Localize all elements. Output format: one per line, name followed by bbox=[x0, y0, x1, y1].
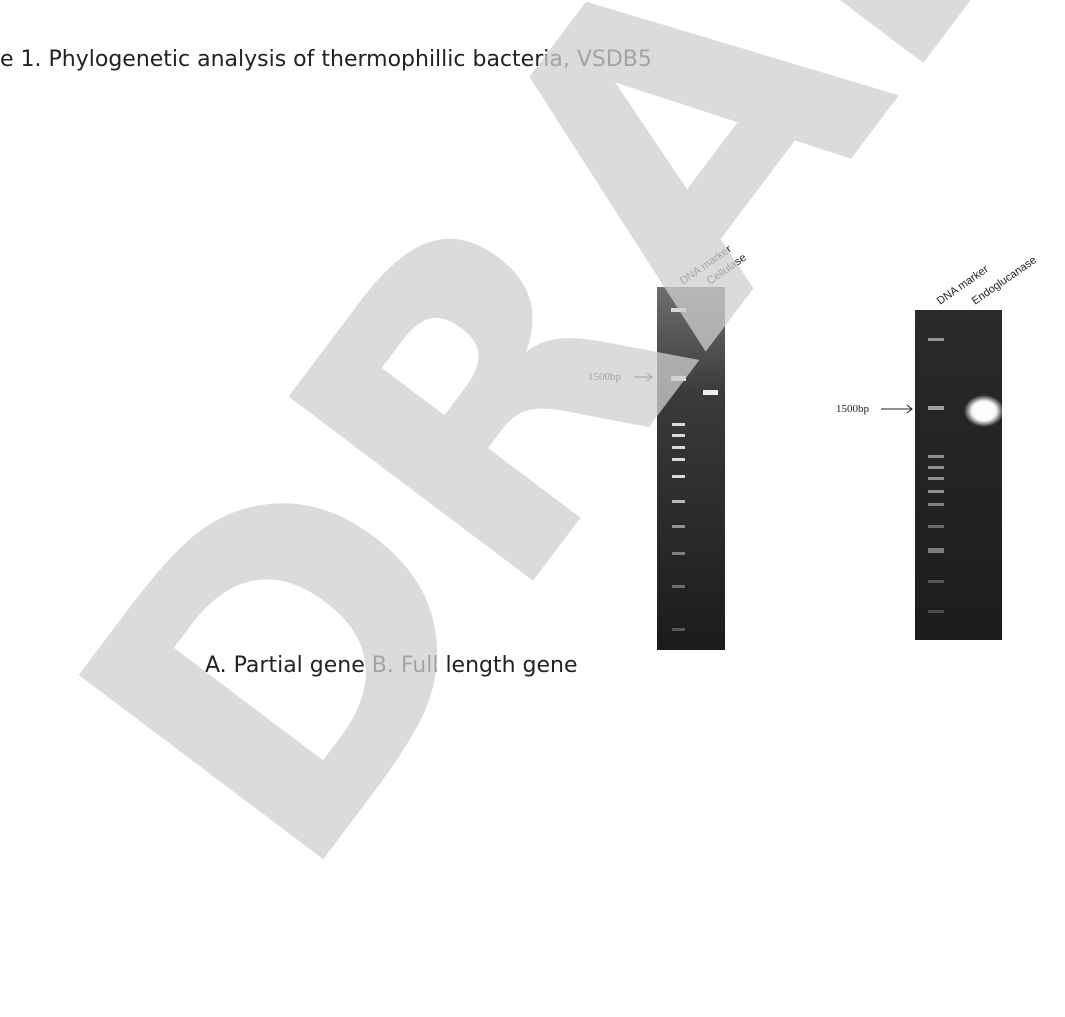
gel-b: DNA marker Endoglucanase 1500bp bbox=[836, 254, 1039, 640]
gel-band bbox=[928, 548, 944, 553]
gel-band bbox=[928, 338, 944, 341]
gel-band bbox=[928, 455, 944, 458]
lane-label: Endoglucanase bbox=[970, 254, 1039, 307]
gel-band bbox=[928, 477, 944, 480]
gel-band bbox=[928, 525, 944, 528]
gel-band bbox=[928, 490, 944, 493]
gel-band bbox=[928, 503, 944, 506]
gel-band bbox=[928, 580, 944, 583]
gel-band bbox=[672, 628, 685, 631]
gel-image bbox=[915, 310, 1002, 640]
gel-band bbox=[928, 610, 944, 613]
gel-band bbox=[928, 406, 944, 410]
sample-band bbox=[964, 395, 1004, 427]
document: e 1. Phylogenetic analysis of thermophil… bbox=[0, 0, 1065, 1017]
gel-band bbox=[672, 585, 685, 588]
page: e 1. Phylogenetic analysis of thermophil… bbox=[0, 0, 1065, 1017]
gel-band bbox=[928, 466, 944, 469]
arrow bbox=[881, 405, 912, 413]
watermark: DRAFT bbox=[0, 0, 1065, 950]
size-label: 1500bp bbox=[836, 403, 870, 415]
